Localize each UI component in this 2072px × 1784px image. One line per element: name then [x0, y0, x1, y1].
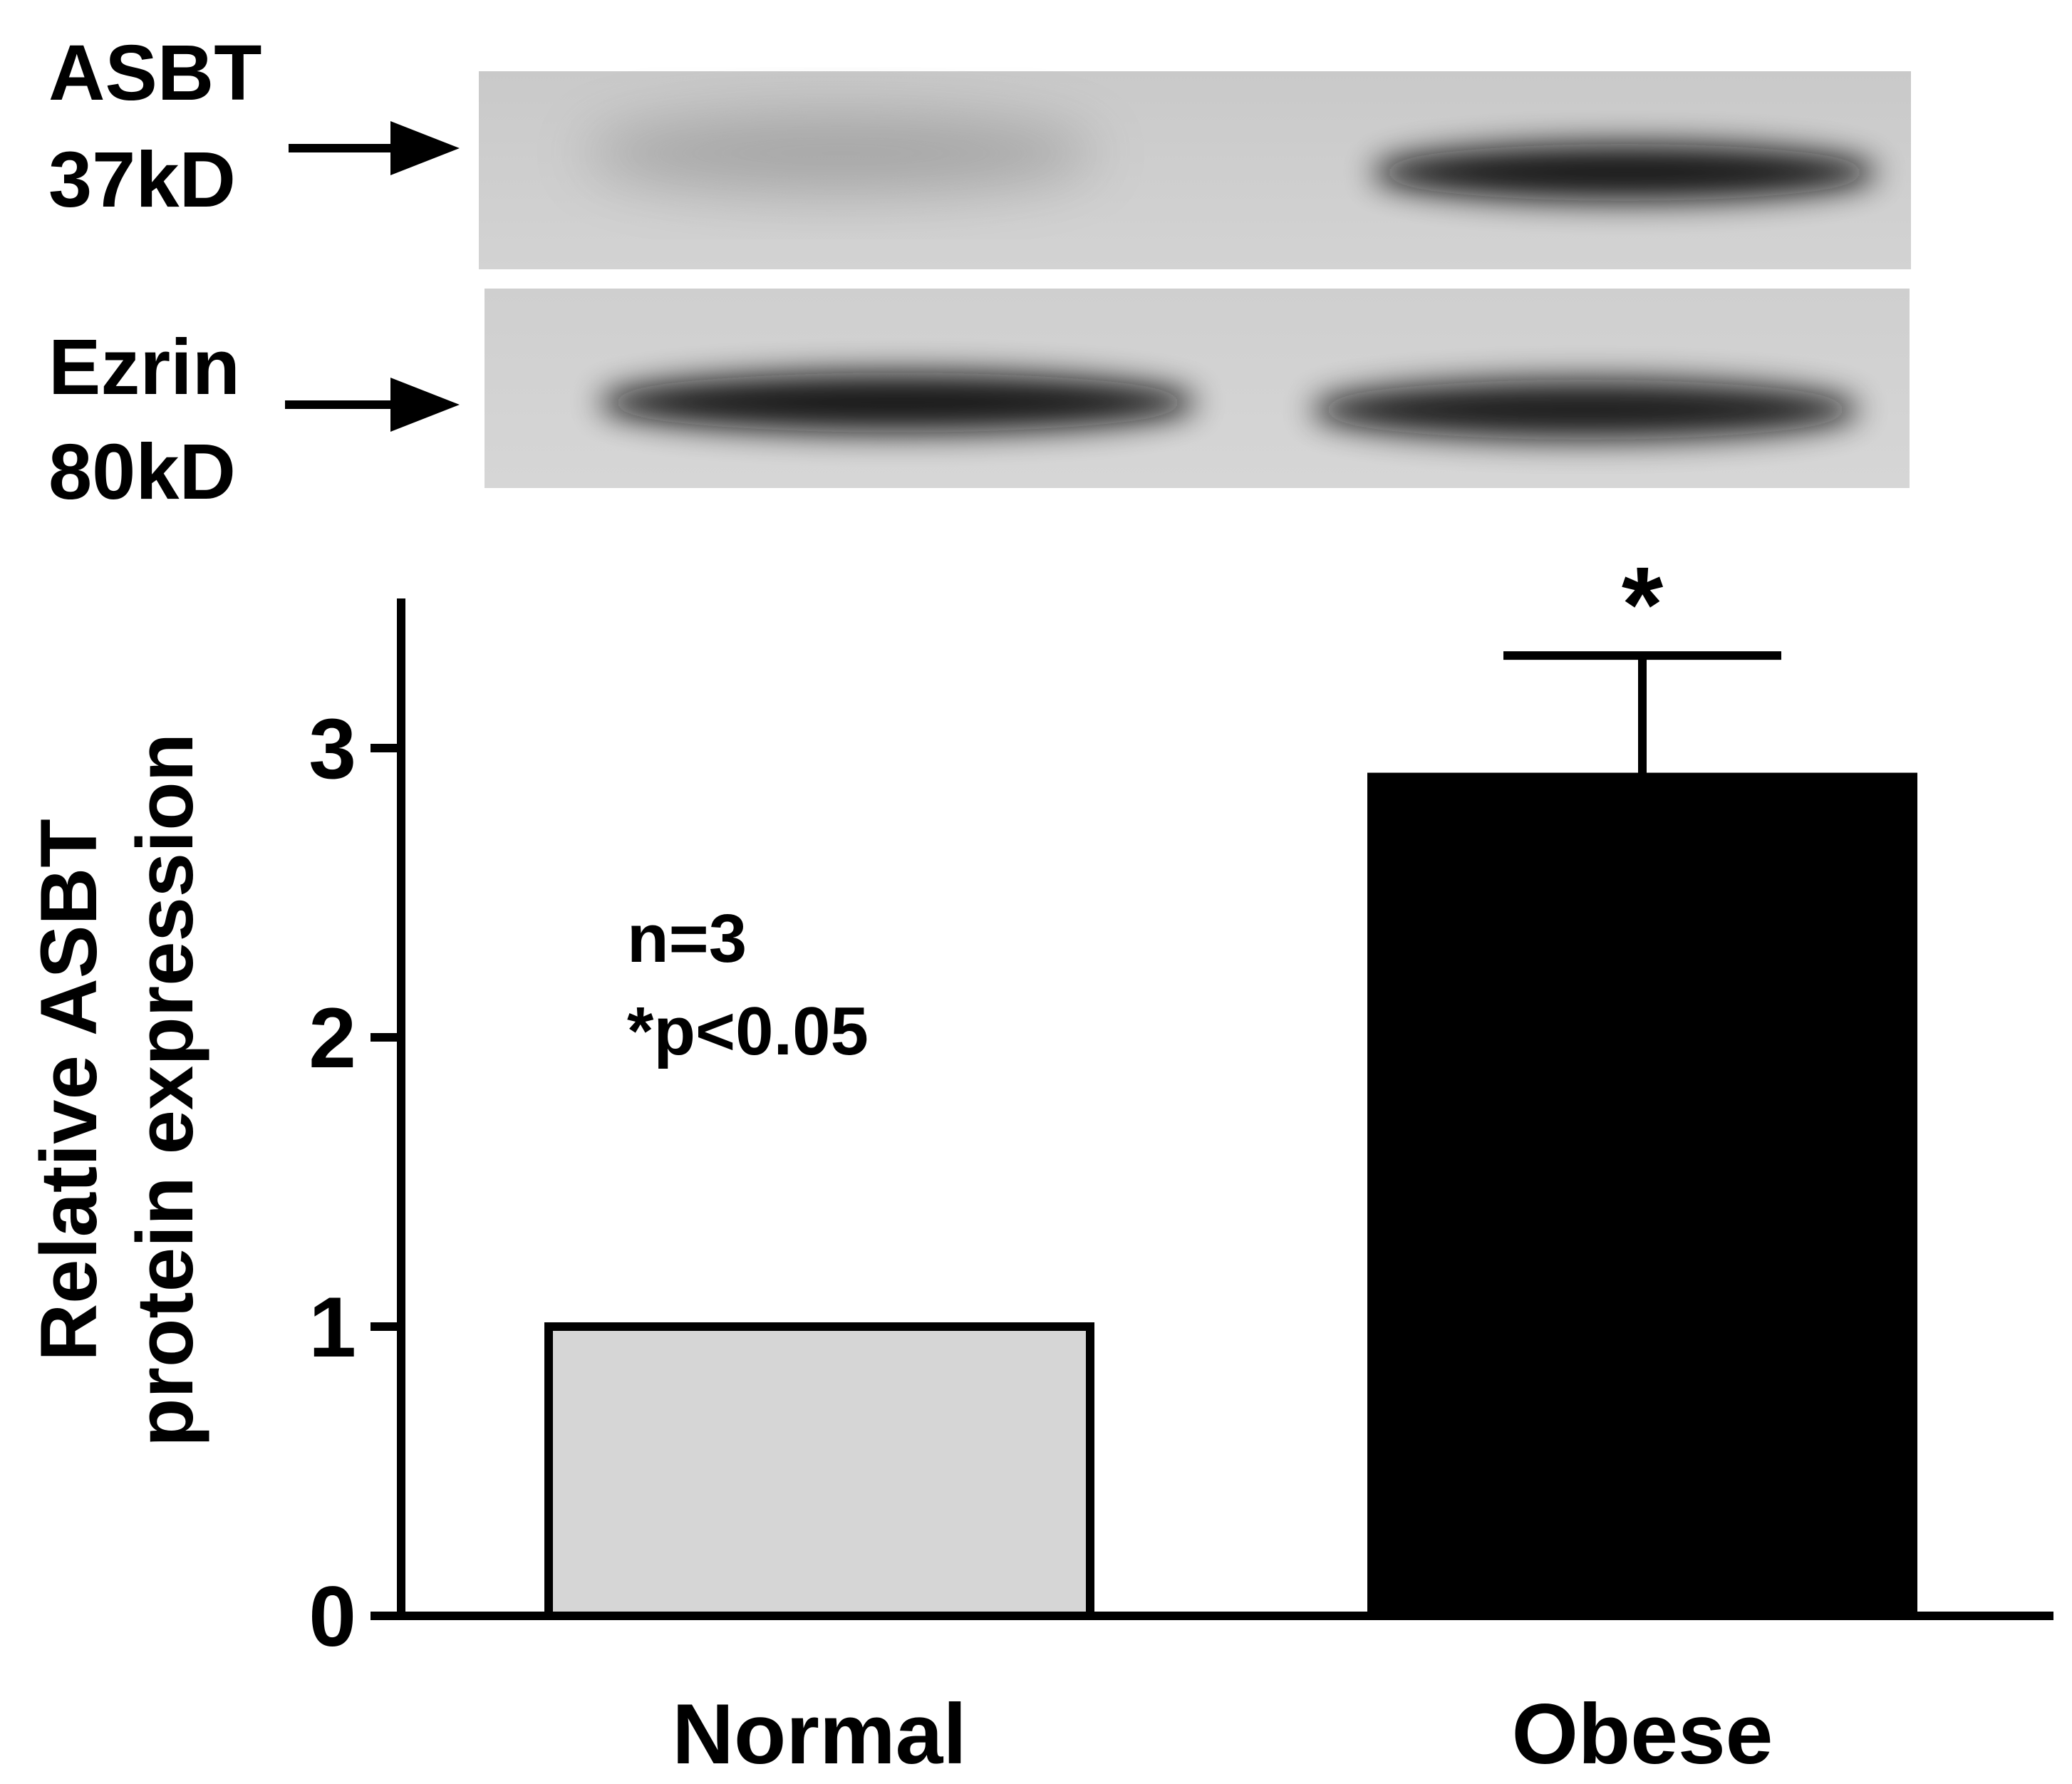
blot-bands-ezrin [599, 373, 1860, 440]
bar-chart: Relative ASBT protein expression Normal *… [24, 544, 2053, 1782]
blot-bands-asbt [584, 114, 1877, 201]
bars-layer: Normal * Obese [544, 544, 1917, 1782]
y-axis-title-line1: Relative ASBT [24, 819, 113, 1361]
y-tick-label: 1 [309, 1280, 356, 1375]
y-tick-label: 2 [309, 990, 356, 1086]
blot-row-asbt: ASBT 37kD [48, 29, 1911, 269]
y-tick-label: 0 [309, 1569, 356, 1664]
blot-band-asbt-obese [1372, 144, 1877, 201]
blot-row-ezrin: Ezrin 80kD [48, 289, 1910, 516]
arrow-icon [285, 378, 460, 432]
arrow-icon [289, 121, 460, 175]
blot-band-asbt-normal [584, 114, 1097, 192]
blot-label-asbt: ASBT [48, 29, 261, 117]
blot-label-ezrin-mw: 80kD [48, 428, 236, 516]
y-ticks: 0 1 2 3 [309, 701, 401, 1664]
significance-marker: * [1622, 544, 1664, 664]
blot-label-asbt-mw: 37kD [48, 136, 236, 224]
blot-band-ezrin-normal [599, 373, 1197, 432]
annotation-p: *p<0.05 [627, 993, 869, 1069]
western-blot: ASBT 37kD Ezrin 80kD [48, 29, 1911, 516]
blot-label-ezrin: Ezrin [48, 323, 240, 411]
x-category-label-normal: Normal [672, 1686, 966, 1782]
annotation-n: n=3 [627, 901, 747, 977]
bar-normal [544, 1322, 1094, 1620]
blot-band-ezrin-obese [1311, 380, 1860, 440]
y-tick-label: 3 [309, 701, 356, 797]
y-axis-title: Relative ASBT protein expression [24, 733, 209, 1447]
x-category-label-obese: Obese [1512, 1686, 1773, 1782]
y-axis-title-line2: protein expression [120, 733, 209, 1447]
bar-obese [1367, 772, 1917, 1620]
